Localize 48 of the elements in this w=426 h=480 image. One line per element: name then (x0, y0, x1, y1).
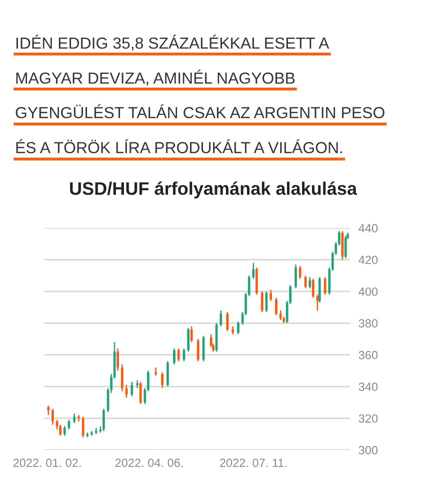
candlestick (51, 408, 54, 426)
candlestick (210, 334, 212, 348)
candlestick (344, 235, 347, 259)
candlestick (220, 310, 222, 327)
candlestick (252, 262, 255, 280)
candlestick (63, 426, 66, 436)
candlestick (312, 278, 314, 298)
x-tick-label: 2022. 07. 11. (220, 458, 286, 468)
candlestick (275, 297, 278, 316)
candlestick (341, 230, 344, 260)
candlestick (308, 276, 312, 289)
candlestick (130, 381, 134, 397)
candlestick (226, 311, 229, 332)
candlestick (173, 348, 176, 365)
candlestick (47, 404, 50, 416)
candlestick (187, 327, 190, 352)
candlestick (116, 348, 119, 372)
candlestick (298, 265, 302, 280)
y-tick-label: 400 (358, 287, 378, 296)
y-tick-label: 440 (358, 224, 378, 232)
candlestick (161, 372, 164, 389)
text: IDÉN EDDIG 35,8 SZÁZALÉKKAL ESETT A MAGYAR DEVIZA, AMINÉL NAGYOBB GYENGÜLÉST TALÁN CSAK AZ ARGENTIN PESO ÉS A TÖRÖK LÍRA PRODUKÁLT A VILÁGON. (16, 34, 384, 154)
candlestick (73, 412, 76, 424)
candlestick (139, 381, 142, 405)
candlestick (120, 364, 124, 392)
y-tick-label: 360 (358, 350, 378, 360)
chart-title: USD/HUF árfolyamának alakulása (70, 182, 358, 198)
candlestick (166, 360, 169, 388)
candlestick (270, 289, 272, 302)
candlestick (154, 366, 157, 376)
candlestick (318, 276, 321, 304)
candlestick (260, 290, 264, 313)
candlestick (59, 424, 62, 436)
candlestick (294, 264, 297, 289)
candlestick (237, 320, 240, 335)
y-tick-label: 300 (358, 446, 378, 454)
candlestick (102, 408, 105, 432)
x-tick-label: 2022. 04. 06. (115, 458, 183, 468)
y-tick-label: 380 (358, 319, 378, 328)
candlestick (190, 326, 193, 343)
candlestick (136, 380, 139, 389)
candlestick (196, 338, 200, 362)
y-tick-label: 420 (358, 256, 378, 264)
candlestick (82, 416, 84, 438)
y-tick-label: 340 (358, 382, 378, 391)
x-tick-label: 2022. 01. 02. (13, 458, 81, 468)
y-tick-label: 320 (358, 414, 378, 423)
candlestick (255, 267, 258, 296)
